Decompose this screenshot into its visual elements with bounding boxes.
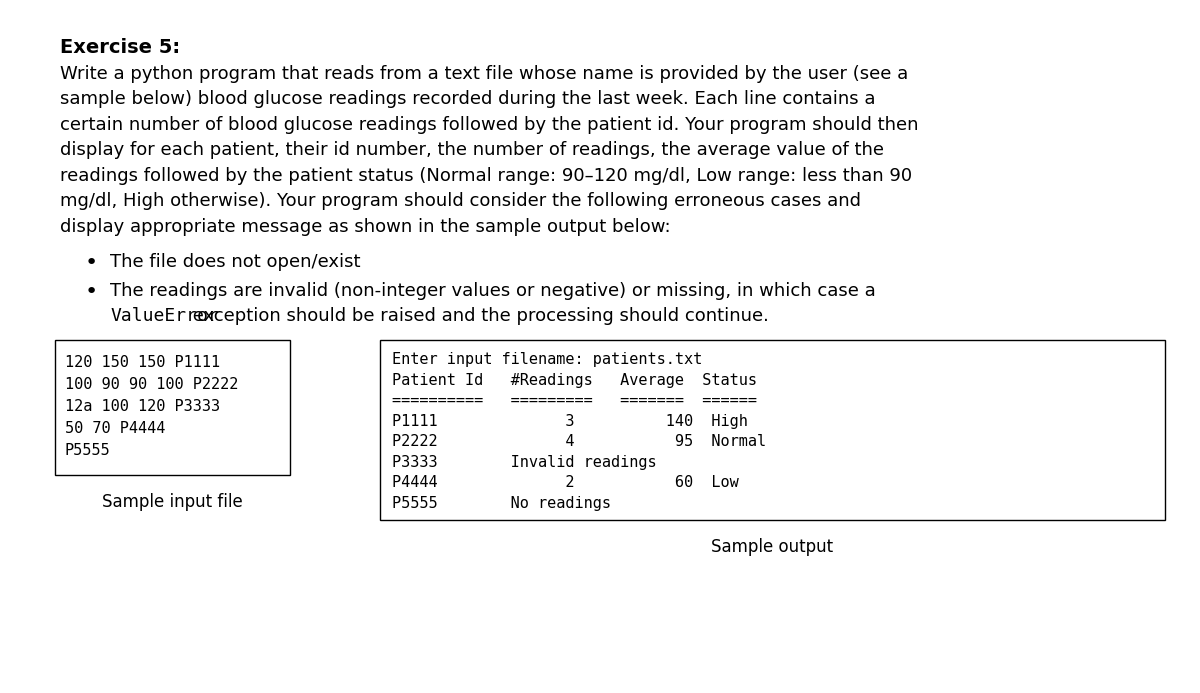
Text: Enter input filename: patients.txt: Enter input filename: patients.txt (392, 352, 702, 367)
Text: display for each patient, their id number, the number of readings, the average v: display for each patient, their id numbe… (60, 141, 884, 159)
Text: The file does not open/exist: The file does not open/exist (110, 254, 360, 272)
Text: Sample output: Sample output (712, 538, 834, 556)
Text: Patient Id   #Readings   Average  Status: Patient Id #Readings Average Status (392, 373, 757, 387)
Text: The readings are invalid (non-integer values or negative) or missing, in which c: The readings are invalid (non-integer va… (110, 281, 876, 299)
Text: 50 70 P4444: 50 70 P4444 (65, 421, 166, 436)
Text: ==========   =========   =======  ======: ========== ========= ======= ====== (392, 393, 757, 408)
FancyBboxPatch shape (55, 340, 290, 475)
Text: P4444              2           60  Low: P4444 2 60 Low (392, 475, 739, 490)
Text: •: • (85, 281, 98, 301)
Text: display appropriate message as shown in the sample output below:: display appropriate message as shown in … (60, 218, 671, 236)
Text: P5555: P5555 (65, 444, 110, 458)
Text: ValueError: ValueError (110, 307, 218, 325)
Text: P3333        Invalid readings: P3333 Invalid readings (392, 455, 656, 470)
Text: exception should be raised and the processing should continue.: exception should be raised and the proce… (187, 307, 769, 325)
Text: P1111              3          140  High: P1111 3 140 High (392, 414, 748, 429)
Text: 12a 100 120 P3333: 12a 100 120 P3333 (65, 399, 220, 414)
FancyBboxPatch shape (380, 340, 1165, 520)
Text: P2222              4           95  Normal: P2222 4 95 Normal (392, 435, 766, 449)
Text: Write a python program that reads from a text file whose name is provided by the: Write a python program that reads from a… (60, 64, 908, 82)
Text: Sample input file: Sample input file (102, 493, 242, 511)
Text: 100 90 90 100 P2222: 100 90 90 100 P2222 (65, 377, 239, 392)
Text: P5555        No readings: P5555 No readings (392, 495, 611, 511)
Text: readings followed by the patient status (Normal range: 90–120 mg/dl, Low range: : readings followed by the patient status … (60, 167, 912, 185)
Text: Exercise 5:: Exercise 5: (60, 38, 180, 57)
Text: certain number of blood glucose readings followed by the patient id. Your progra: certain number of blood glucose readings… (60, 116, 918, 134)
Text: 120 150 150 P1111: 120 150 150 P1111 (65, 356, 220, 370)
Text: •: • (85, 254, 98, 274)
Text: mg/dl, High otherwise). Your program should consider the following erroneous cas: mg/dl, High otherwise). Your program sho… (60, 192, 862, 210)
Text: sample below) blood glucose readings recorded during the last week. Each line co: sample below) blood glucose readings rec… (60, 90, 876, 108)
